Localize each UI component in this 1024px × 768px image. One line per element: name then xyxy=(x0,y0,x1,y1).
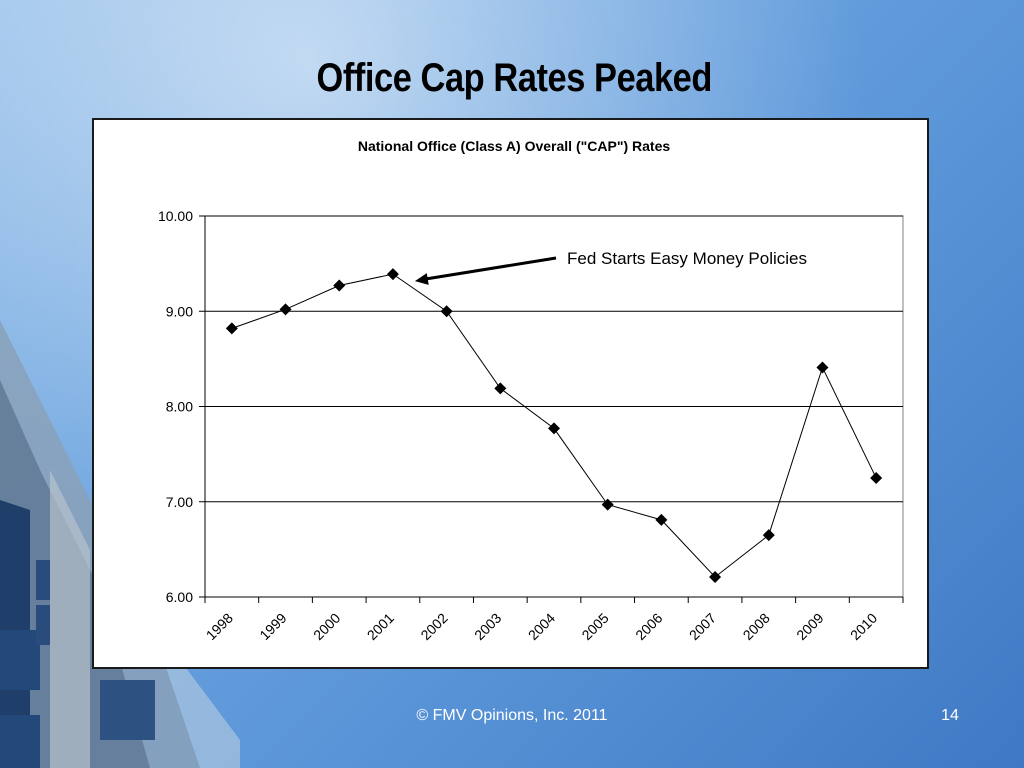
data-point-1999 xyxy=(279,303,292,316)
x-tick-label: 2010 xyxy=(847,610,880,643)
x-tick-label: 1998 xyxy=(203,610,236,643)
x-tick-label: 2006 xyxy=(632,610,665,643)
x-tick-label: 2009 xyxy=(793,610,826,643)
x-tick-label: 2007 xyxy=(686,610,719,643)
data-point-2009 xyxy=(816,361,829,374)
data-point-2000 xyxy=(333,279,346,292)
y-tick-label: 7.00 xyxy=(166,494,193,510)
annotation-arrow-head xyxy=(414,273,429,285)
y-tick-label: 10.00 xyxy=(158,208,193,224)
data-point-2002 xyxy=(440,305,453,318)
chart-panel: National Office (Class A) Overall ("CAP"… xyxy=(92,118,929,669)
x-tick-label: 2008 xyxy=(740,610,773,643)
x-tick-label: 2000 xyxy=(310,610,343,643)
data-point-2007 xyxy=(709,570,722,583)
annotation-text: Fed Starts Easy Money Policies xyxy=(567,249,807,268)
y-tick-label: 8.00 xyxy=(166,399,193,415)
y-tick-label: 6.00 xyxy=(166,589,193,605)
annotation-arrow-line xyxy=(424,256,557,281)
data-point-2003 xyxy=(494,382,507,395)
x-tick-label: 2003 xyxy=(471,610,504,643)
x-tick-label: 2002 xyxy=(417,610,450,643)
x-tick-label: 2001 xyxy=(364,610,397,643)
x-tick-label: 2005 xyxy=(578,610,611,643)
data-point-2008 xyxy=(762,529,775,542)
x-tick-label: 2004 xyxy=(525,610,558,643)
footer-copyright: © FMV Opinions, Inc. 2011 xyxy=(416,707,608,724)
y-tick-label: 9.00 xyxy=(166,303,193,319)
data-point-2004 xyxy=(548,422,560,435)
data-point-2010 xyxy=(870,471,883,484)
data-point-2006 xyxy=(655,513,668,526)
data-point-2001 xyxy=(386,268,399,281)
data-point-2005 xyxy=(601,498,614,511)
line-chart: National Office (Class A) Overall ("CAP"… xyxy=(158,138,904,643)
slide-title: Office Cap Rates Peaked xyxy=(316,56,713,100)
data-point-1998 xyxy=(225,322,238,335)
page-number: 14 xyxy=(941,707,959,724)
chart-title: National Office (Class A) Overall ("CAP"… xyxy=(358,138,670,154)
x-tick-label: 1999 xyxy=(256,610,289,643)
